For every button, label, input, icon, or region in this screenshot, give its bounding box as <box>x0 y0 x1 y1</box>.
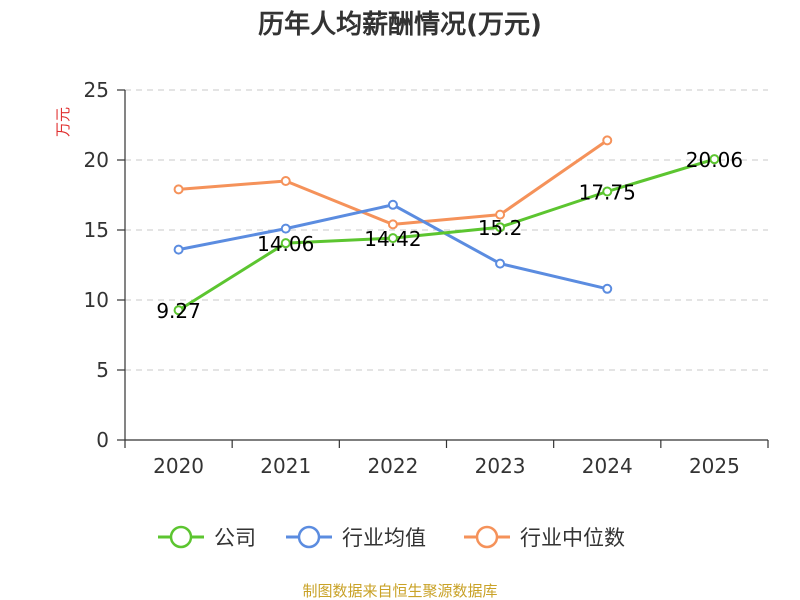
series-company <box>173 154 720 316</box>
data-label-2024: 17.75 <box>579 181 636 205</box>
data-label-2023: 15.2 <box>478 216 523 240</box>
x-tick-label-2021: 2021 <box>260 454 311 478</box>
data-labels: 9.27 14.06 14.42 15.2 17.75 20.06 <box>156 148 743 323</box>
data-point-2-2024 <box>602 135 613 146</box>
y-tick-label-0: 0 <box>96 428 109 452</box>
data-point-0-2025 <box>709 154 720 165</box>
y-tick-label-25: 25 <box>84 78 109 102</box>
x-tick-label-2022: 2022 <box>367 454 418 478</box>
legend-label: 行业均值 <box>342 526 426 550</box>
legend-swatch-marker <box>297 525 321 549</box>
x-tick-label-2025: 2025 <box>689 454 740 478</box>
series-lines <box>173 135 720 316</box>
legend-swatch-marker <box>169 525 193 549</box>
data-point-0-2023 <box>495 222 506 233</box>
data-label-2025: 20.06 <box>686 148 743 172</box>
series-industry-median <box>173 135 613 230</box>
x-tick-label-2023: 2023 <box>475 454 526 478</box>
legend-label: 行业中位数 <box>520 526 625 550</box>
legend-item-2: 行业中位数 <box>464 525 625 550</box>
data-point-2-2020 <box>173 184 184 195</box>
data-point-0-2020 <box>173 305 184 316</box>
chart-title: 历年人均薪酬情况(万元) <box>258 9 542 40</box>
series-industry-mean <box>173 199 613 294</box>
data-point-2-2023 <box>495 209 506 220</box>
data-point-2-2022 <box>387 219 398 230</box>
axes <box>117 89 769 448</box>
data-point-1-2023 <box>495 258 506 269</box>
x-tick-label-2024: 2024 <box>582 454 633 478</box>
data-label-2020: 9.27 <box>156 299 201 323</box>
data-label-2022: 14.42 <box>364 227 421 251</box>
y-tick-label-15: 15 <box>84 218 109 242</box>
legend: 公司 行业均值 行业中位数 <box>158 525 625 550</box>
data-point-0-2024 <box>602 186 613 197</box>
legend-item-0: 公司 <box>158 525 256 550</box>
grid-lines <box>125 89 768 371</box>
y-tick-label-10: 10 <box>84 288 109 312</box>
data-point-1-2022 <box>387 199 398 210</box>
data-point-0-2021 <box>280 238 291 249</box>
source-note: 制图数据来自恒生聚源数据库 <box>302 582 497 600</box>
series-line-0 <box>177 157 715 312</box>
x-tick-label-2020: 2020 <box>153 454 204 478</box>
data-label-2021: 14.06 <box>257 232 314 256</box>
y-tick-label-5: 5 <box>96 358 109 382</box>
data-point-1-2024 <box>602 283 613 294</box>
legend-swatch-marker <box>475 525 499 549</box>
data-point-2-2021 <box>280 176 291 186</box>
data-point-1-2021 <box>280 223 291 234</box>
legend-label: 公司 <box>214 526 256 550</box>
data-point-0-2022 <box>387 233 398 244</box>
y-axis-label: 万元 <box>54 107 72 137</box>
legend-item-1: 行业均值 <box>286 525 426 550</box>
y-tick-label-20: 20 <box>84 148 109 172</box>
data-point-1-2020 <box>173 244 184 255</box>
